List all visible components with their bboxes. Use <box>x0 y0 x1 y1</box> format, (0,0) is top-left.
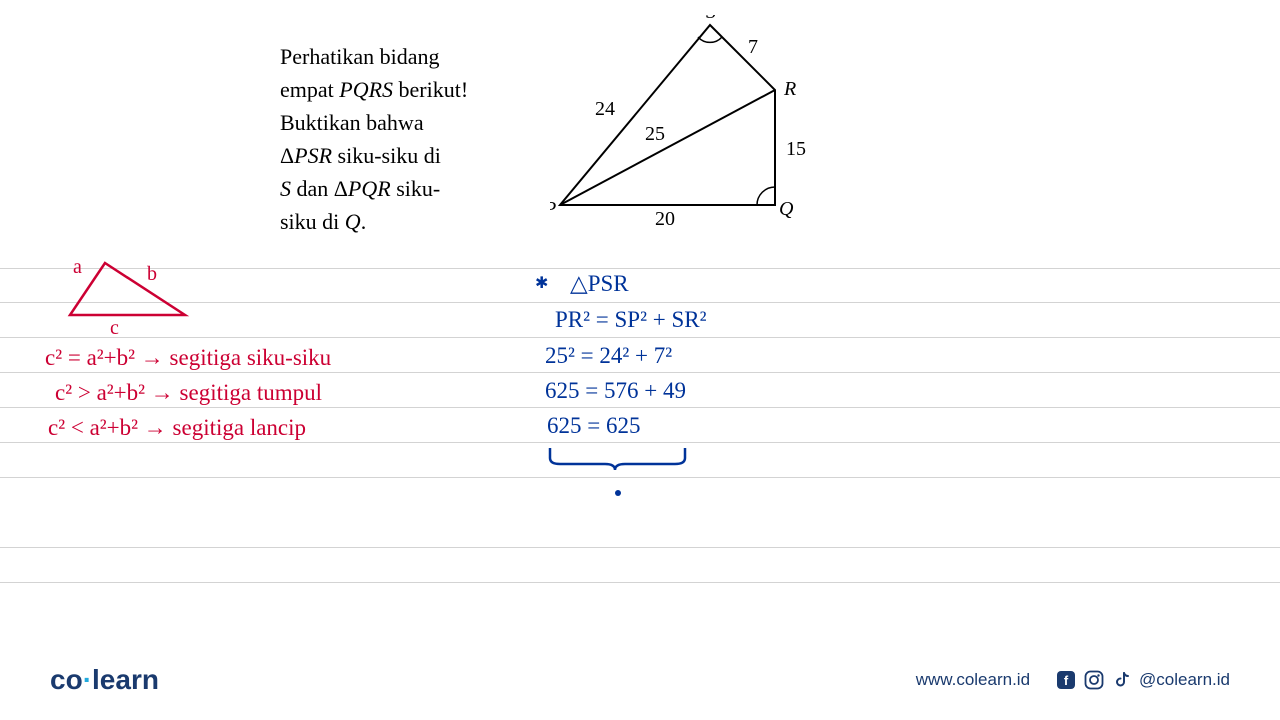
blue-line2: 25² = 24² + 7² <box>545 343 672 369</box>
problem-line1: Perhatikan bidang <box>280 40 510 73</box>
red-a: a <box>73 256 82 278</box>
vertex-s-label: S <box>706 15 716 23</box>
blue-header: △PSR <box>570 271 629 297</box>
problem-line3: Buktikan bahwa <box>280 106 510 139</box>
red-c: c <box>110 317 119 335</box>
problem-line5: S dan ΔPQR siku- <box>280 172 510 205</box>
blue-line1: PR² = SP² + SR² <box>555 307 706 333</box>
angle-s-arc <box>698 37 722 42</box>
blue-line3: 625 = 576 + 49 <box>545 378 686 404</box>
quadrilateral-diagram: S R Q P 7 15 20 24 25 <box>550 15 830 245</box>
facebook-icon: f <box>1055 669 1077 691</box>
instagram-icon <box>1083 669 1105 691</box>
blue-bullet: ✱ <box>535 273 548 293</box>
social-icons: f @colearn.id <box>1055 669 1230 691</box>
red-b: b <box>147 263 157 285</box>
social-handle: @colearn.id <box>1139 670 1230 690</box>
problem-line2: empat PQRS berikut! <box>280 73 510 106</box>
len-rq: 15 <box>786 138 806 160</box>
red-note-2: c² > a²+b² → segitiga tumpul <box>55 380 322 406</box>
angle-q-arc <box>757 187 775 205</box>
blue-bracket <box>545 446 705 476</box>
vertex-q-label: Q <box>779 198 794 220</box>
len-pq: 20 <box>655 208 675 230</box>
footer: co·learn www.colearn.id f @colearn.id <box>0 660 1280 700</box>
svg-text:f: f <box>1064 673 1069 688</box>
len-ps: 24 <box>595 98 615 120</box>
problem-statement: Perhatikan bidang empat PQRS berikut! Bu… <box>280 40 510 238</box>
len-sr: 7 <box>748 36 758 58</box>
blue-line4: 625 = 625 <box>547 413 640 439</box>
diagonal-pr <box>560 90 775 205</box>
vertex-p-label: P <box>550 198 556 220</box>
footer-url: www.colearn.id <box>916 670 1030 690</box>
len-pr: 25 <box>645 123 665 145</box>
tiktok-icon <box>1111 669 1133 691</box>
quad-outline <box>560 25 775 205</box>
problem-line6: siku di Q. <box>280 205 510 238</box>
red-note-1: c² = a²+b² → segitiga siku-siku <box>45 345 331 371</box>
red-note-3: c² < a²+b² → segitiga lancip <box>48 415 306 441</box>
problem-line4: ΔPSR siku-siku di <box>280 139 510 172</box>
red-triangle-sketch: a b c <box>55 255 215 335</box>
blue-dot <box>615 490 621 496</box>
brand-logo: co·learn <box>50 664 159 696</box>
vertex-r-label: R <box>783 78 796 100</box>
